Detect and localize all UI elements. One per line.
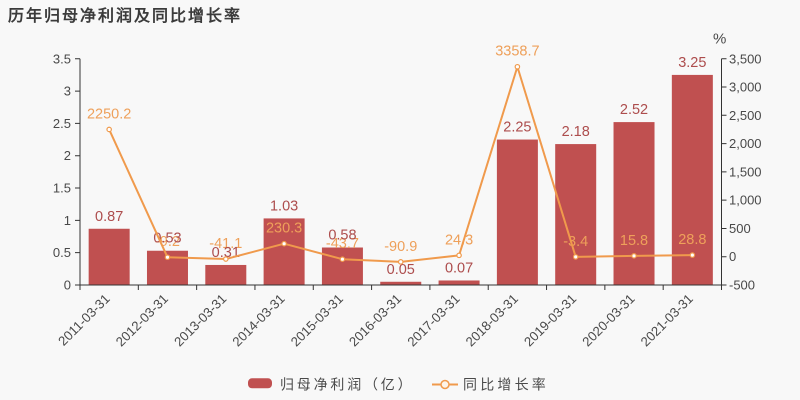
svg-text:3,000: 3,000 — [729, 80, 762, 95]
svg-text:归母净利润（亿）: 归母净利润（亿） — [280, 377, 414, 393]
svg-text:0.58: 0.58 — [328, 228, 356, 244]
svg-text:0: 0 — [729, 249, 736, 264]
svg-text:0.05: 0.05 — [387, 262, 415, 278]
svg-text:同比增长率: 同比增长率 — [463, 377, 549, 393]
svg-text:2250.2: 2250.2 — [87, 106, 131, 122]
svg-text:0.87: 0.87 — [95, 209, 123, 225]
svg-text:500: 500 — [729, 221, 751, 236]
svg-text:1,500: 1,500 — [729, 164, 762, 179]
svg-text:-43.7: -43.7 — [326, 236, 359, 252]
svg-text:2.52: 2.52 — [620, 102, 648, 118]
svg-text:2,000: 2,000 — [729, 136, 762, 151]
svg-text:1,000: 1,000 — [729, 193, 762, 208]
svg-text:-41.1: -41.1 — [209, 236, 242, 252]
svg-text:24.3: 24.3 — [445, 232, 473, 248]
svg-text:3: 3 — [64, 84, 71, 99]
svg-text:2,500: 2,500 — [729, 108, 762, 123]
svg-text:3.5: 3.5 — [53, 51, 71, 66]
svg-text:2.25: 2.25 — [503, 120, 531, 136]
svg-text:15.8: 15.8 — [620, 233, 648, 249]
svg-text:1.03: 1.03 — [270, 198, 298, 214]
svg-text:0.5: 0.5 — [53, 245, 71, 260]
svg-text:3358.7: 3358.7 — [495, 44, 539, 60]
svg-text:3.25: 3.25 — [678, 55, 706, 71]
svg-text:0: 0 — [64, 278, 71, 293]
svg-text:-90.9: -90.9 — [384, 239, 417, 255]
svg-text:2.5: 2.5 — [53, 116, 71, 131]
svg-text:%: % — [713, 31, 726, 48]
svg-text:230.3: 230.3 — [266, 221, 302, 237]
svg-text:-500: -500 — [729, 278, 755, 293]
svg-text:1: 1 — [64, 213, 71, 228]
svg-text:2: 2 — [64, 148, 71, 163]
svg-text:-9.2: -9.2 — [155, 234, 180, 250]
svg-text:1.5: 1.5 — [53, 181, 71, 196]
svg-text:28.8: 28.8 — [678, 232, 706, 248]
svg-text:-3.4: -3.4 — [563, 234, 588, 250]
svg-text:0.07: 0.07 — [445, 260, 473, 276]
svg-text:2.18: 2.18 — [562, 124, 590, 140]
svg-text:0.53: 0.53 — [153, 231, 181, 247]
svg-text:历年归母净利润及同比增长率: 历年归母净利润及同比增长率 — [8, 6, 242, 25]
svg-text:3,500: 3,500 — [729, 51, 762, 66]
